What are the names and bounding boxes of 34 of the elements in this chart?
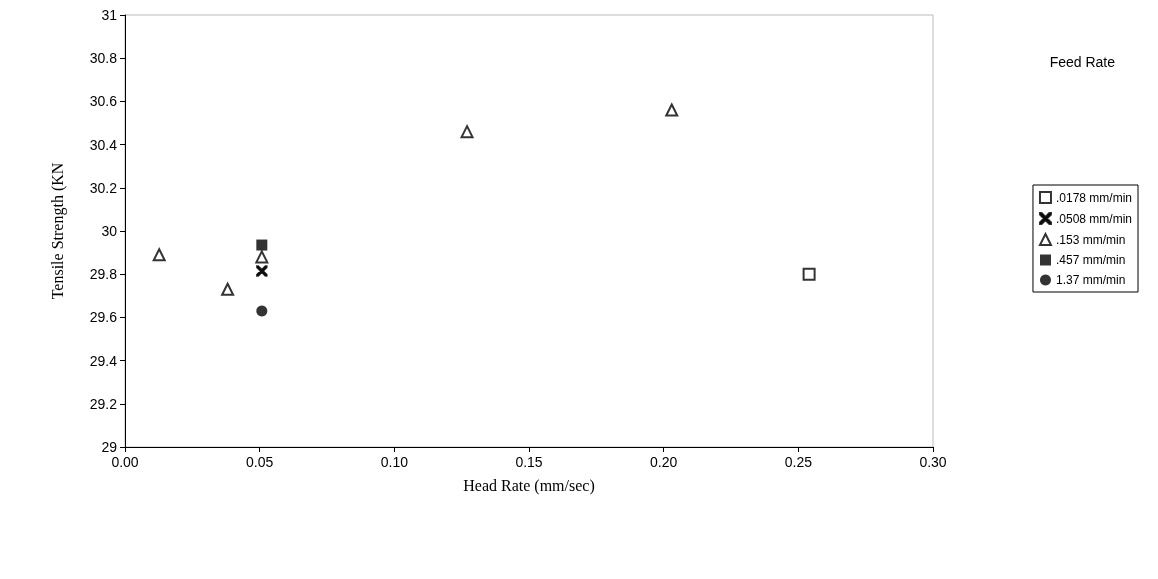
x-tick-label: 0.05 bbox=[246, 454, 274, 470]
x-tick-label: 0.00 bbox=[111, 454, 139, 470]
x-tick-label: 0.10 bbox=[380, 454, 409, 470]
legend-label: 1.37 mm/min bbox=[1055, 273, 1126, 287]
point bbox=[256, 239, 268, 251]
point bbox=[665, 103, 679, 117]
point bbox=[152, 248, 166, 262]
y-axis-title: Tensile Strength (KN bbox=[48, 162, 67, 300]
y-tick-label: 29.6 bbox=[89, 309, 118, 326]
y-tick-label: 31 bbox=[101, 7, 118, 23]
point bbox=[221, 282, 235, 296]
legend-label: .457 mm/min bbox=[1055, 253, 1126, 267]
y-tick-label: 29.4 bbox=[89, 352, 118, 369]
x-tick-label: 0.15 bbox=[515, 454, 543, 470]
y-tick-label: 29.2 bbox=[89, 395, 118, 412]
legend-label: .0178 mm/min bbox=[1055, 190, 1133, 205]
y-tick-label: 30.6 bbox=[89, 93, 118, 110]
y-tick-label: 29.8 bbox=[89, 266, 118, 283]
x-tick-label: 0.20 bbox=[650, 454, 678, 470]
y-tick-label: 30.2 bbox=[89, 179, 118, 196]
point bbox=[802, 267, 816, 281]
x-tick-label: 0.30 bbox=[919, 454, 947, 470]
legend-title: Feed Rate bbox=[1049, 54, 1116, 70]
point bbox=[255, 250, 269, 264]
legend-label: .153 mm/min bbox=[1055, 232, 1126, 247]
x-tick-label: 0.25 bbox=[784, 454, 813, 470]
legend-label: .0508 mm/min bbox=[1055, 211, 1133, 226]
x-axis-title: Head Rate (mm/sec) bbox=[463, 476, 595, 495]
y-tick-label: 30 bbox=[101, 223, 118, 239]
point bbox=[460, 125, 474, 139]
y-tick-label: 30.4 bbox=[89, 136, 118, 153]
y-tick-label: 29 bbox=[101, 439, 118, 455]
y-tick-label: 30.8 bbox=[89, 50, 118, 67]
point bbox=[256, 305, 268, 317]
